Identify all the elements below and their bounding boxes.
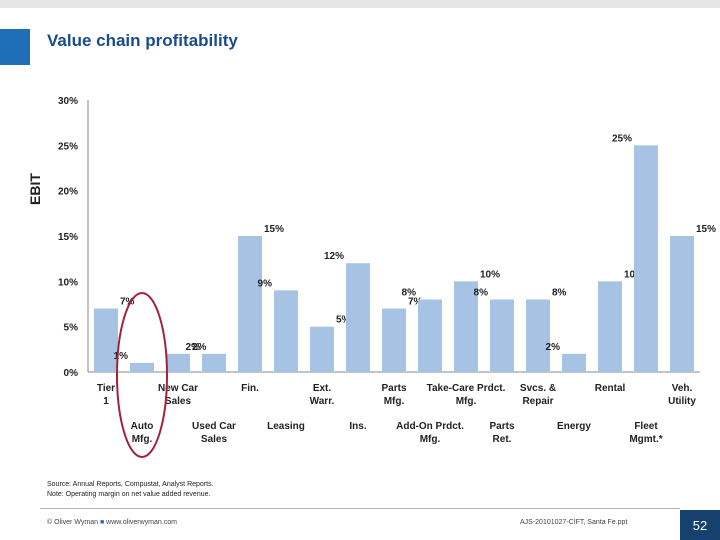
document-reference: AJS-20101027-CIFT, Santa Fe.ppt: [520, 519, 628, 526]
category-label: Sales: [165, 396, 192, 407]
category-label: New Car: [158, 383, 198, 394]
ebit-bar-chart: 0% 5% 10% 15% 20% 25% 30% EBIT 7% Tier 1 1% Auto Mfg.…: [27, 96, 716, 458]
category-label: Utility: [668, 396, 696, 407]
category-label: Sales: [201, 434, 228, 445]
bar: [202, 353, 226, 372]
margin-note: Note: Operating margin on net value adde…: [47, 491, 211, 498]
category-label: Used Car: [192, 421, 236, 432]
bar: [166, 353, 190, 372]
y-tick-label: 30%: [58, 96, 78, 107]
category-label: Ext.: [313, 383, 332, 394]
bar: [94, 308, 118, 372]
value-label: 2%: [186, 342, 201, 353]
value-label: 7%: [408, 297, 423, 308]
bar: [346, 263, 370, 372]
footer-url[interactable]: www.oliverwyman.com: [106, 519, 177, 526]
value-label: 15%: [696, 224, 716, 235]
bar: [418, 299, 442, 372]
category-label: Take-Care Prdct.: [427, 383, 506, 394]
bar: [634, 145, 658, 372]
category-label: Mgmt.*: [629, 434, 662, 445]
category-label: Rental: [595, 383, 626, 394]
category-label: 1: [103, 396, 109, 407]
category-label: Parts: [381, 383, 406, 394]
bar: [490, 299, 514, 372]
highlight-ellipse: [116, 292, 168, 458]
footer-divider: [40, 508, 680, 509]
value-label: 8%: [552, 287, 567, 298]
source-note: Source: Annual Reports, Compustat, Analy…: [47, 481, 214, 488]
category-label: Tier: [97, 383, 115, 394]
bar: [562, 353, 586, 372]
bar: [130, 362, 154, 372]
footer: © Oliver Wyman ■ www.oliverwyman.com: [47, 519, 177, 526]
y-axis-title: EBIT: [27, 173, 43, 205]
bar: [274, 290, 298, 372]
category-label: Energy: [557, 421, 591, 432]
bar: [238, 236, 262, 372]
category-label: Parts: [489, 421, 514, 432]
category-label: Mfg.: [384, 396, 405, 407]
y-tick-label: 5%: [64, 323, 79, 334]
category-label: Repair: [522, 396, 553, 407]
value-label: 9%: [258, 278, 273, 289]
y-tick-label: 15%: [58, 232, 78, 243]
bar: [454, 281, 478, 372]
bar: [526, 299, 550, 372]
value-label: 2%: [192, 342, 207, 353]
category-label: Warr.: [310, 396, 335, 407]
category-label: Ret.: [493, 434, 512, 445]
value-label: 2%: [546, 342, 561, 353]
bar: [382, 308, 406, 372]
title-accent-bar: [0, 29, 30, 65]
category-label: Mfg.: [456, 396, 477, 407]
y-tick-label: 10%: [58, 277, 78, 288]
footer-bullet-icon: ■: [99, 519, 105, 526]
category-label: Ins.: [349, 421, 366, 432]
category-label: Svcs. &: [520, 383, 556, 394]
bar: [310, 326, 334, 372]
category-label: Auto: [131, 421, 154, 432]
bar: [598, 281, 622, 372]
category-label: Add-On Prdct.: [396, 421, 464, 432]
slide-title: Value chain profitability: [47, 31, 238, 50]
value-label: 10%: [480, 269, 500, 280]
value-label: 25%: [612, 133, 632, 144]
y-tick-label: 20%: [58, 187, 78, 198]
y-tick-label: 25%: [58, 141, 78, 152]
top-rule: [0, 0, 720, 8]
value-label: 1%: [114, 351, 129, 362]
value-label: 8%: [474, 287, 489, 298]
category-label: Fin.: [241, 383, 259, 394]
footer-company: © Oliver Wyman: [47, 519, 98, 526]
category-label: Veh.: [672, 383, 693, 394]
value-label: 8%: [402, 287, 417, 298]
bar: [670, 236, 694, 372]
category-label: Mfg.: [420, 434, 441, 445]
y-tick-label: 0%: [64, 368, 79, 379]
category-label: Leasing: [267, 421, 305, 432]
value-label: 15%: [264, 224, 284, 235]
category-label: Fleet: [634, 421, 658, 432]
value-label: 5%: [336, 315, 351, 326]
category-label: Mfg.: [132, 434, 153, 445]
page-number: 52: [680, 510, 720, 540]
value-label: 7%: [120, 297, 135, 308]
value-label: 12%: [324, 251, 344, 262]
notes: Source: Annual Reports, Compustat, Analy…: [47, 480, 214, 500]
